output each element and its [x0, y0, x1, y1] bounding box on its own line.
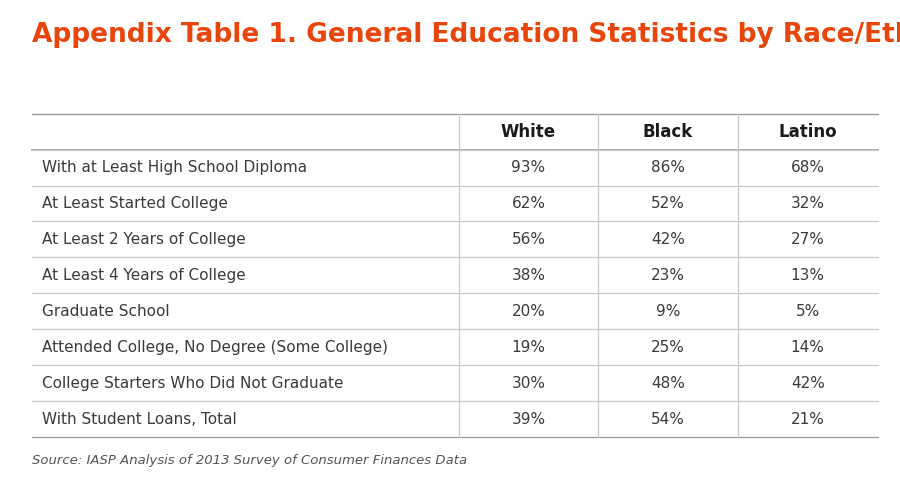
Text: At Least Started College: At Least Started College — [42, 196, 229, 211]
Text: With at Least High School Diploma: With at Least High School Diploma — [42, 160, 308, 175]
Text: 62%: 62% — [511, 196, 545, 211]
Text: 32%: 32% — [791, 196, 824, 211]
Text: 5%: 5% — [796, 304, 820, 319]
Text: 93%: 93% — [511, 160, 545, 175]
Text: 56%: 56% — [511, 232, 545, 247]
Text: 14%: 14% — [791, 340, 824, 355]
Text: Graduate School: Graduate School — [42, 304, 170, 319]
Text: Latino: Latino — [778, 123, 837, 141]
Text: College Starters Who Did Not Graduate: College Starters Who Did Not Graduate — [42, 376, 344, 391]
Text: 13%: 13% — [791, 268, 824, 283]
Text: 27%: 27% — [791, 232, 824, 247]
Text: At Least 2 Years of College: At Least 2 Years of College — [42, 232, 246, 247]
Text: Black: Black — [643, 123, 693, 141]
Text: 38%: 38% — [511, 268, 545, 283]
Text: Source: IASP Analysis of 2013 Survey of Consumer Finances Data: Source: IASP Analysis of 2013 Survey of … — [32, 454, 466, 467]
Text: 23%: 23% — [651, 268, 685, 283]
Text: 21%: 21% — [791, 412, 824, 427]
Text: 20%: 20% — [511, 304, 545, 319]
Text: At Least 4 Years of College: At Least 4 Years of College — [42, 268, 246, 283]
Text: 68%: 68% — [791, 160, 824, 175]
Text: 54%: 54% — [652, 412, 685, 427]
Text: 86%: 86% — [651, 160, 685, 175]
Text: 42%: 42% — [791, 376, 824, 391]
Text: 52%: 52% — [652, 196, 685, 211]
Text: With Student Loans, Total: With Student Loans, Total — [42, 412, 237, 427]
Text: 42%: 42% — [652, 232, 685, 247]
Text: Appendix Table 1. General Education Statistics by Race/Ethnicity: Appendix Table 1. General Education Stat… — [32, 22, 900, 48]
Text: 48%: 48% — [652, 376, 685, 391]
Text: White: White — [501, 123, 556, 141]
Text: 19%: 19% — [511, 340, 545, 355]
Text: 30%: 30% — [511, 376, 545, 391]
Text: Attended College, No Degree (Some College): Attended College, No Degree (Some Colleg… — [42, 340, 388, 355]
Text: 9%: 9% — [656, 304, 680, 319]
Text: 39%: 39% — [511, 412, 545, 427]
Text: 25%: 25% — [652, 340, 685, 355]
